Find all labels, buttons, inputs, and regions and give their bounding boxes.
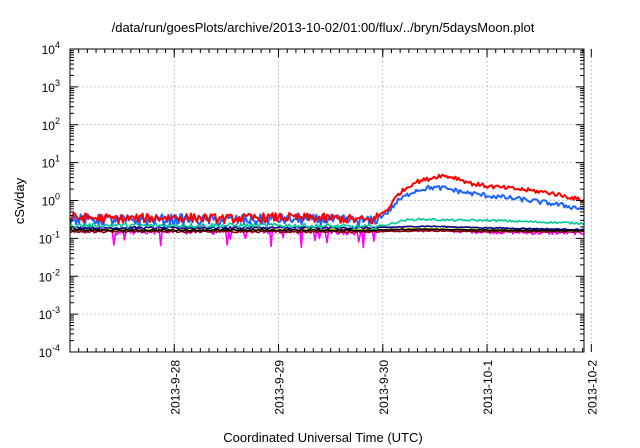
x-tick-label: 2013-10-1 (481, 360, 495, 415)
y-tick-label: 10-1 (39, 229, 60, 246)
series-line-7 (69, 184, 585, 227)
y-axis-label: cSv/day (12, 177, 27, 224)
y-tick-label: 10-2 (39, 267, 60, 284)
chart-title: /data/run/goesPlots/archive/2013-10-02/0… (112, 20, 535, 35)
y-tick-label: 100 (42, 192, 60, 209)
x-tick-label: 2013-9-28 (168, 360, 182, 415)
series-line-5 (69, 228, 585, 232)
y-tick-label: 101 (42, 154, 60, 171)
y-axis-ticks: 10-4 10-3 10-2 10-1 100 101 102 103 104 (39, 40, 584, 360)
x-axis-label: Coordinated Universal Time (UTC) (223, 430, 422, 445)
series-line-2 (69, 229, 585, 234)
x-tick-label: 2013-9-30 (377, 360, 391, 415)
y-tick-label: 10-4 (39, 343, 60, 360)
x-axis-ticks: 2013-9-28 2013-9-29 2013-9-30 2013-10-1 2013… (69, 49, 599, 415)
y-tick-label: 103 (42, 78, 60, 95)
y-tick-label: 10-3 (39, 305, 60, 322)
x-tick-label: 2013-10-2 (585, 360, 599, 415)
x-tick-label: 2013-9-29 (273, 360, 287, 415)
y-tick-label: 104 (42, 40, 60, 57)
y-tick-label: 102 (42, 116, 60, 133)
grid-lines (70, 49, 592, 352)
series-lines (69, 173, 585, 249)
series-line-8 (69, 173, 585, 225)
series-line-4 (69, 225, 585, 231)
